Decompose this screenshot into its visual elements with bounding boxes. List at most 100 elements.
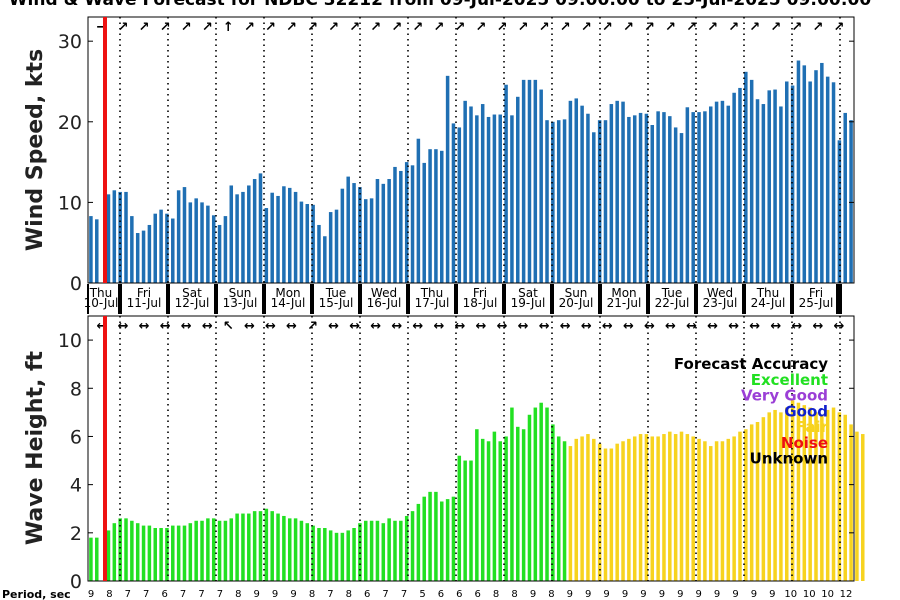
- wind-bar: [726, 105, 731, 283]
- wind-bar: [486, 116, 491, 283]
- period-label: 7: [125, 589, 131, 600]
- wind-bar: [159, 209, 163, 283]
- date-label: 23-Jul: [703, 296, 738, 310]
- wind-direction-arrow: ↗: [518, 20, 529, 35]
- wind-bar: [609, 104, 614, 283]
- wind-bar: [644, 113, 649, 283]
- wind-bar: [264, 208, 269, 283]
- day-date-strip: Thu10-JulFri11-JulSat12-JulSun13-JulMon1…: [84, 284, 854, 314]
- period-label: 9: [254, 589, 260, 600]
- wave-direction-arrow: ←: [97, 319, 108, 334]
- wave-bar: [808, 407, 812, 581]
- wave-bar: [744, 429, 748, 581]
- wind-direction-arrow: ↗: [328, 20, 339, 35]
- wind-direction-arrow: ↗: [539, 20, 550, 35]
- wave-bar: [171, 525, 175, 581]
- wind-bar: [381, 183, 386, 283]
- wind-direction-arrow: ↗: [181, 20, 192, 35]
- wave-bar: [381, 523, 386, 581]
- wave-direction-arrow: ↔: [349, 319, 360, 334]
- wind-bar: [808, 81, 812, 283]
- wind-y-axis: 0 10 20 30: [58, 31, 854, 295]
- wind-bar: [416, 138, 421, 283]
- wave-bar: [334, 532, 339, 581]
- wave-bar: [586, 434, 590, 581]
- wind-bar: [95, 219, 99, 283]
- wind-direction-arrow: ↗: [497, 20, 508, 35]
- period-label: 8: [235, 589, 241, 600]
- wave-bar: [229, 518, 234, 581]
- wind-bar: [662, 112, 666, 284]
- wind-bar: [802, 65, 807, 283]
- day-strip-separator: [790, 284, 794, 314]
- wind-bar: [632, 115, 637, 283]
- wind-direction-arrows: → ↗ ↗ ↗ ↗ ↗ ↑ ↗ ↗ ↗ ↗ ↗ ↗ ↗ ↗ ↗ ↗ ↗ ↗ ↗ ↗ ↗ ↗ ↗ ↗ ↗ ↗ ↗ ↗ ↗ ↗ ↗ ↗ ↗ ↗ ↗: [97, 20, 845, 35]
- wind-direction-arrow: ↗: [139, 20, 150, 35]
- day-strip-separator: [262, 284, 266, 314]
- wind-y-tick-label: 20: [58, 112, 82, 134]
- wind-bar: [463, 100, 467, 283]
- day-strip-separator: [836, 284, 840, 314]
- wind-bar: [352, 183, 356, 283]
- period-label: 9: [751, 589, 757, 600]
- wind-bar: [334, 209, 339, 283]
- wave-direction-arrow: ↔: [560, 319, 571, 334]
- wave-bar: [492, 431, 497, 581]
- wind-bar: [767, 90, 771, 283]
- wind-direction-arrow: ↗: [244, 20, 255, 35]
- day-strip-separator: [406, 284, 410, 314]
- period-label: 6: [364, 589, 370, 600]
- wind-day-dividers: [119, 17, 841, 283]
- wave-bar: [785, 407, 789, 581]
- wave-bar: [609, 448, 614, 581]
- wind-bar: [708, 106, 713, 283]
- wave-bar: [638, 434, 643, 581]
- wind-bar: [673, 127, 678, 284]
- wave-y-tick-label: 8: [70, 378, 82, 400]
- wave-bar: [714, 441, 719, 581]
- wave-bar: [293, 518, 298, 581]
- date-label: 19-Jul: [511, 296, 546, 310]
- wave-bar: [287, 518, 292, 581]
- wave-bar: [615, 443, 619, 581]
- wave-bar: [135, 523, 140, 581]
- wave-bar: [820, 414, 824, 581]
- wave-direction-arrow: ↔: [518, 319, 529, 334]
- wind-bar: [732, 92, 736, 284]
- period-label: 9: [659, 589, 665, 600]
- wave-bar: [247, 513, 251, 581]
- wind-bar: [89, 216, 93, 283]
- period-label: 8: [493, 589, 499, 600]
- wave-bar: [176, 525, 181, 581]
- period-label: 8: [106, 589, 112, 600]
- wind-direction-arrow: ↗: [686, 20, 697, 35]
- wave-bar: [773, 409, 777, 581]
- wind-bar: [714, 101, 719, 283]
- period-label: 9: [769, 589, 775, 600]
- period-label: 9: [585, 589, 591, 600]
- date-label: 10-Jul: [84, 296, 119, 310]
- wind-direction-arrow: ↗: [454, 20, 465, 35]
- wave-direction-arrow: ↔: [433, 319, 444, 334]
- period-label: 9: [732, 589, 738, 600]
- wind-bar: [562, 119, 567, 284]
- legend-item: Noise: [781, 434, 828, 452]
- chart-title: Wind & Wave Forecast for NDBC 32212 from…: [9, 0, 872, 10]
- wave-direction-arrows: ← ↔ ↔ ↔ ↔ ↔ ↖ ↔ ↔ ↔ ↗ ↔ ↔ ↔ ↔ ↔ ↔ ↔ ↔ ↔ ↔ ↔ ↔ ↔ ↔ ↔ ↔ ↔ ↔ ↔ ↔ ↔ ↔ ↔ ↔ ↔: [97, 319, 845, 334]
- wave-bar: [545, 407, 549, 581]
- wind-bar: [165, 213, 169, 283]
- wind-bar: [720, 100, 725, 283]
- wind-bar: [363, 199, 368, 283]
- wind-bar: [299, 201, 304, 283]
- wave-bar: [270, 511, 274, 581]
- wind-bar: [615, 100, 619, 283]
- wave-y-tick-label: 0: [70, 571, 82, 593]
- wind-direction-arrow: ↗: [560, 20, 571, 35]
- date-label: 15-Jul: [319, 296, 354, 310]
- wind-direction-arrow: ↗: [370, 20, 381, 35]
- wind-bar: [779, 106, 783, 283]
- wave-bar: [580, 436, 584, 581]
- wind-bar: [445, 75, 450, 283]
- legend-title: Forecast Accuracy: [674, 355, 828, 373]
- date-label: 25-Jul: [799, 296, 834, 310]
